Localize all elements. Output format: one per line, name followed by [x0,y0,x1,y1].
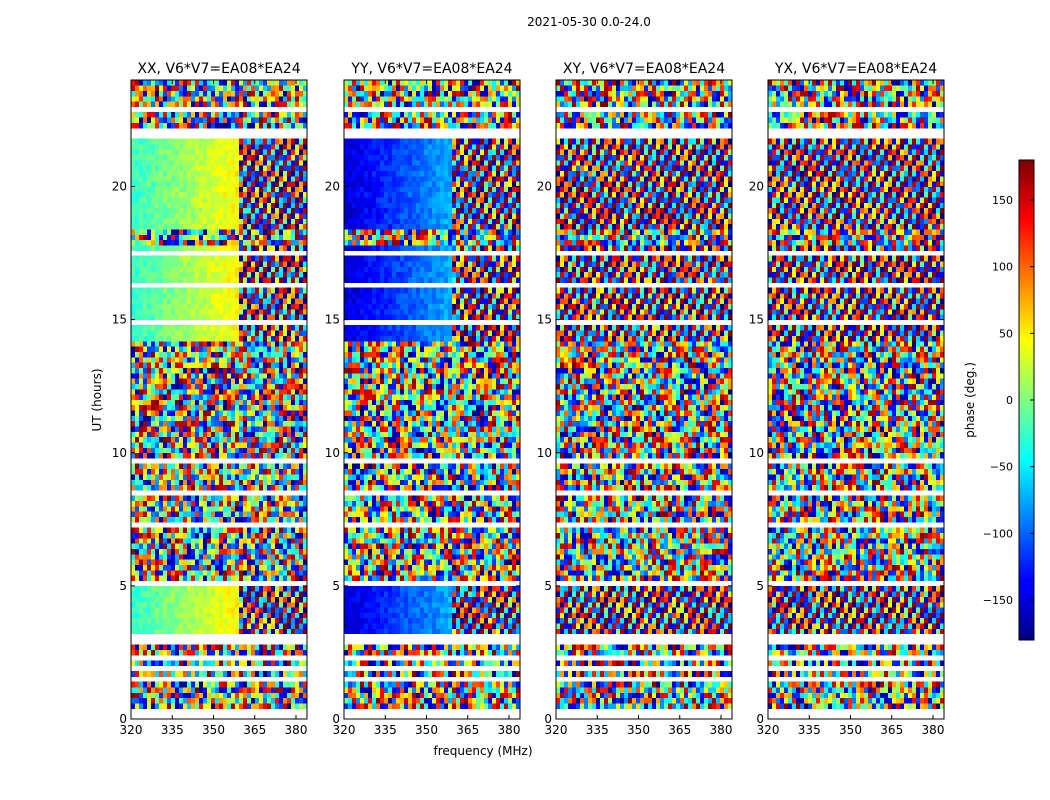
y-tick-label: 20 [537,180,552,194]
colorbar-tick-label: 0 [1006,394,1013,407]
panel-3: XY, V6*V7=EA08*EA24 320 335 350 365 380 0 5 10 15… [537,61,733,737]
y-tick-label: 15 [749,313,764,327]
heatmap-cells [768,80,945,709]
x-tick-label: 320 [333,723,356,737]
colorbar-label: phase (deg.) [963,362,977,438]
panel-title: XX, V6*V7=EA08*EA24 [137,61,300,77]
axes-frame [767,79,945,720]
y-tick-label: 15 [537,313,552,327]
y-tick-label: 5 [544,579,552,593]
x-tick-label: 335 [161,723,184,737]
y-tick-label: 10 [537,446,552,460]
panel-title: YY, V6*V7=EA08*EA24 [350,61,512,77]
x-tick-label: 380 [922,723,945,737]
x-tick-label: 335 [374,723,397,737]
x-tick-label: 380 [498,723,521,737]
panels-group: XX, V6*V7=EA08*EA24 320 335 350 365 380 0 5 10 15… [112,61,945,737]
panel-1: XX, V6*V7=EA08*EA24 320 335 350 365 380 0 5 10 15… [112,61,308,737]
x-axis-label: frequency (MHz) [433,744,532,758]
colorbar-tick-label: 100 [992,261,1013,274]
x-tick-label: 350 [627,723,650,737]
y-tick-label: 20 [325,180,340,194]
x-tick-label: 335 [586,723,609,737]
y-axis-label: UT (hours) [90,368,104,431]
heatmap-cells [131,80,308,709]
colorbar: −150 −100 −50 0 50 100 150 phase (deg.) [963,159,1035,641]
x-tick-label: 320 [757,723,780,737]
figure-suptitle: 2021-05-30 0.0-24.0 [527,15,651,29]
colorbar-tick-label: 50 [999,327,1013,340]
x-tick-label: 320 [120,723,143,737]
panel-4: YX, V6*V7=EA08*EA24 320 335 350 365 380 0 5 10 15… [749,61,945,737]
y-tick-label: 10 [112,446,127,460]
y-tick-label: 0 [756,712,764,726]
colorbar-ticks: −150 −100 −50 0 50 100 150 [983,194,1034,607]
y-tick-label: 5 [119,579,127,593]
x-tick-label: 320 [545,723,568,737]
heatmap-cells [344,80,521,709]
colorbar-tick-label: −50 [990,461,1013,474]
panel-2: YY, V6*V7=EA08*EA24 320 335 350 365 380 0 5 10 15… [325,61,521,737]
axes-frame [130,79,308,720]
colorbar-tick-label: −100 [983,527,1013,540]
y-tick-label: 5 [756,579,764,593]
y-tick-label: 0 [119,712,127,726]
colorbar-tick-label: −150 [983,594,1013,607]
x-tick-label: 350 [415,723,438,737]
axes-frame [555,79,733,720]
x-tick-label: 350 [839,723,862,737]
y-tick-label: 10 [325,446,340,460]
panel-title: YX, V6*V7=EA08*EA24 [774,61,937,77]
x-tick-label: 365 [668,723,691,737]
y-tick-label: 20 [749,180,764,194]
x-tick-label: 380 [285,723,308,737]
y-tick-label: 0 [332,712,340,726]
y-tick-label: 10 [749,446,764,460]
axes-frame [343,79,521,720]
y-tick-label: 20 [112,180,127,194]
y-tick-label: 0 [544,712,552,726]
x-tick-label: 335 [798,723,821,737]
y-tick-label: 15 [112,313,127,327]
y-tick-label: 5 [332,579,340,593]
colorbar-tick-label: 150 [992,194,1013,207]
x-tick-label: 365 [243,723,266,737]
x-tick-label: 380 [710,723,733,737]
x-tick-label: 365 [880,723,903,737]
x-tick-label: 350 [202,723,225,737]
panel-title: XY, V6*V7=EA08*EA24 [563,61,725,77]
y-tick-label: 15 [325,313,340,327]
x-tick-label: 365 [456,723,479,737]
heatmap-cells [556,80,733,709]
